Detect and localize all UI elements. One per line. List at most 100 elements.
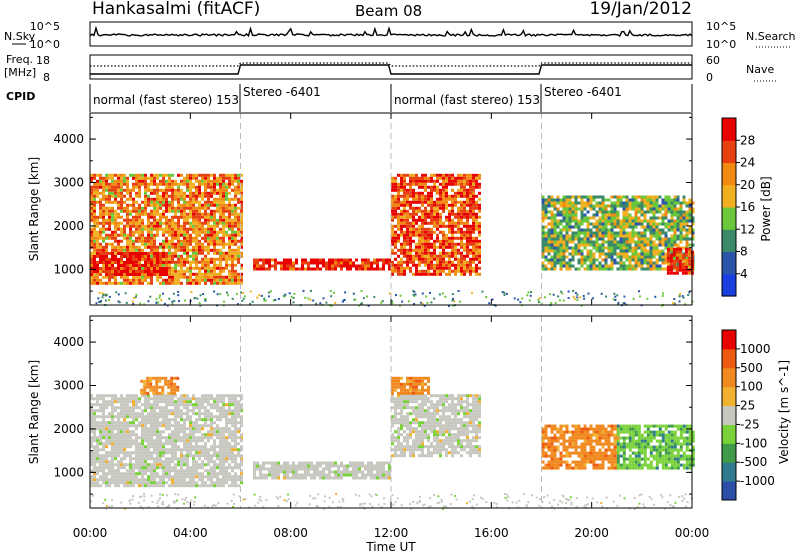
power-colorbar-label: Power [dB] (759, 176, 773, 241)
power-y-ticks: 1000 2000 3000 4000 (53, 113, 693, 305)
power-panel: 1000 2000 3000 4000 Slant Range [km] (27, 112, 695, 307)
time-tick-label: 00:00 (675, 526, 710, 540)
velocity-ylabel: Slant Range [km] (27, 360, 41, 464)
time-tick-label: 04:00 (173, 526, 208, 540)
power-ylabel: Slant Range [km] (27, 157, 41, 261)
nave-tick-top: 60 (706, 54, 720, 67)
freq-unit-label: [MHz] (4, 66, 36, 79)
time-tick-label: 00:00 (73, 526, 108, 540)
vel-ytick-label: 3000 (53, 379, 84, 393)
vel-region-6 (616, 424, 695, 470)
vel-cbar-swatch (722, 405, 736, 425)
velocity-gridlines (240, 316, 542, 508)
freq-label: Freq. (6, 53, 33, 66)
vel-cbar-tick-label: -1000 (740, 474, 775, 488)
vel-ytick-label: 4000 (53, 335, 84, 349)
power-ytick-label: 3000 (53, 176, 84, 190)
vel-cbar-frame (721, 329, 737, 501)
vel-cbar-tick-label: 25 (740, 399, 755, 413)
power-heatmap (90, 173, 695, 307)
vel-cbar-swatch (722, 386, 736, 407)
vel-cbar-swatch (722, 348, 736, 369)
vel-cbar-tick-label: 1000 (740, 342, 771, 356)
time-tick-label: 16:00 (474, 526, 509, 540)
vel-region-3 (391, 394, 481, 458)
nsearch-label: N.Search (746, 30, 796, 43)
nsky-label: N.Sky (4, 30, 36, 43)
vel-region-0 (90, 394, 243, 488)
vel-cbar-tick-label: 500 (740, 361, 763, 375)
freq-strip-frame (89, 54, 693, 80)
vel-cbar-swatch (722, 481, 736, 501)
power-cbar-swatch (722, 184, 736, 208)
power-cbar-tick-label: 4 (740, 267, 748, 281)
power-cbar-tick-label: 28 (740, 133, 755, 147)
cpid-segment-2: Stereo -6401 (243, 85, 321, 99)
velocity-colorbar: 1000 500 100 25 -25 -100 -500 -1000 (721, 329, 775, 501)
vel-region-1 (140, 376, 180, 395)
vel-cbar-swatch (722, 330, 736, 350)
station-title: Hankasalmi (fitACF) (92, 0, 260, 19)
vel-cbar-tick-label: -25 (740, 417, 760, 431)
freq-series (90, 64, 692, 75)
vel-ground-scatter (90, 492, 693, 510)
power-cbar-swatch (722, 273, 736, 297)
power-region-3 (391, 173, 481, 276)
nsky-tick-top: 10^5 (30, 20, 60, 33)
power-colorbar: 4 8 12 16 20 24 28 (721, 117, 755, 297)
time-axis-ticks: 00:00 04:00 08:00 12:00 16:00 20:00 00:00 (73, 526, 710, 540)
power-cbar-tick-label: 12 (740, 222, 755, 236)
vel-cbar-swatch (722, 367, 736, 388)
time-tick-label: 20:00 (574, 526, 609, 540)
freq-tick-top: 18 (36, 54, 50, 67)
power-cbar-swatch (722, 207, 736, 230)
cpid-segment-1: normal (fast stereo) 153 (93, 93, 239, 107)
power-ytick-label: 4000 (53, 132, 84, 146)
vel-ytick-label: 1000 (53, 465, 84, 479)
power-cbar-swatch (722, 229, 736, 253)
velocity-panel: 1000 2000 3000 4000 Slant Range [km] (27, 315, 695, 510)
nsky-tick-bottom: 10^0 (30, 38, 60, 51)
vel-cbar-tick-label: -500 (740, 455, 767, 469)
nave-label: Nave (746, 63, 774, 76)
power-cbar-swatch (722, 140, 736, 164)
velocity-heatmap (90, 376, 695, 510)
power-ground-scatter (95, 289, 694, 307)
time-axis-label: Time UT (365, 540, 416, 554)
power-cbar-tick-label: 20 (740, 178, 755, 192)
cpid-label: CPID (6, 90, 35, 103)
time-tick-label: 12:00 (374, 526, 409, 540)
power-cbar-tick-label: 8 (740, 245, 748, 259)
cpid-segment-4: Stereo -6401 (544, 85, 622, 99)
power-gridlines (240, 113, 542, 305)
power-cbar-swatch (722, 251, 736, 275)
nsky-series (89, 25, 693, 38)
power-cbar-swatch (722, 162, 736, 186)
vel-cbar-swatch (722, 424, 736, 444)
nsky-strip-frame (89, 21, 693, 47)
velocity-colorbar-label: Velocity [m s^-1] (777, 360, 791, 464)
nsky-tick-top-right: 10^5 (706, 20, 736, 33)
vel-region-2 (253, 461, 391, 480)
velocity-y-ticks: 1000 2000 3000 4000 (53, 316, 693, 508)
vel-cbar-tick-label: -100 (740, 436, 767, 450)
date-label: 19/Jan/2012 (589, 0, 692, 19)
vel-region-4 (391, 376, 430, 395)
beam-label: Beam 08 (355, 2, 422, 20)
power-cbar-tick-label: 24 (740, 156, 755, 170)
vel-cbar-tick-label: 100 (740, 380, 763, 394)
vel-region-5 (541, 424, 620, 470)
power-region-1 (90, 252, 168, 276)
vel-cbar-swatch (722, 443, 736, 463)
power-cbar-swatch (722, 118, 736, 141)
vel-ytick-label: 2000 (53, 422, 84, 436)
freq-tick-bottom: 8 (43, 71, 50, 84)
nsky-tick-bottom-right: 10^0 (706, 38, 736, 51)
cpid-segment-3: normal (fast stereo) 153 (394, 93, 540, 107)
power-ytick-label: 1000 (53, 262, 84, 276)
power-cbar-tick-label: 16 (740, 200, 755, 214)
time-tick-label: 08:00 (273, 526, 308, 540)
nave-tick-bottom: 0 (706, 71, 713, 84)
power-ytick-label: 2000 (53, 219, 84, 233)
